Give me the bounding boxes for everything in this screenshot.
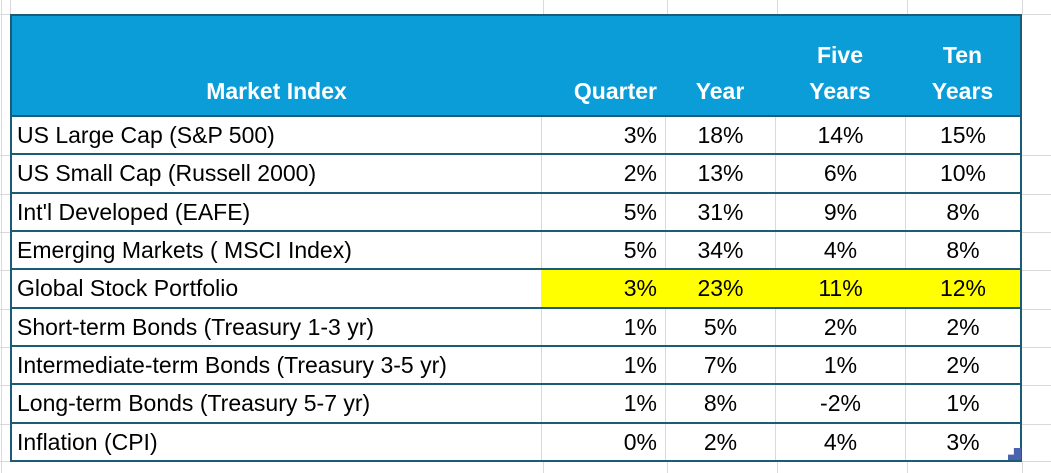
cell-five-years-value[interactable]: 11% bbox=[775, 270, 905, 307]
header-cell-five-years[interactable]: Five Years bbox=[809, 42, 871, 104]
header-cell-year[interactable]: Year bbox=[695, 78, 745, 104]
cell-ten-years-value[interactable]: 12% bbox=[905, 270, 1020, 307]
cell-year-value[interactable]: 34% bbox=[665, 231, 775, 269]
sheet-gridline bbox=[1022, 347, 1051, 348]
cell-quarter-value[interactable]: 2% bbox=[541, 155, 665, 192]
cell-five-years-value[interactable]: 4% bbox=[775, 423, 905, 460]
sheet-gridline bbox=[1022, 462, 1023, 473]
cell-year-value[interactable]: 2% bbox=[665, 423, 775, 460]
sheet-gridline bbox=[907, 0, 908, 14]
cell-index-label[interactable]: US Small Cap (Russell 2000) bbox=[17, 160, 317, 187]
sheet-gridline bbox=[0, 385, 10, 386]
sheet-gridline bbox=[1022, 461, 1051, 462]
sheet-gridline bbox=[1022, 309, 1051, 310]
sheet-gridline bbox=[543, 462, 544, 473]
sheet-gridline bbox=[667, 0, 668, 14]
sheet-gridline bbox=[1022, 14, 1051, 15]
cell-quarter-value[interactable]: 0% bbox=[541, 423, 665, 460]
header-cell-market-index[interactable]: Market Index bbox=[206, 78, 347, 104]
sheet-gridline bbox=[0, 155, 10, 156]
cell-ten-years-value[interactable]: 2% bbox=[905, 308, 1020, 345]
sheet-gridline bbox=[1022, 424, 1051, 425]
cell-five-years-value[interactable]: 9% bbox=[775, 193, 905, 230]
sheet-gridline bbox=[1022, 270, 1051, 271]
table-row: Short-term Bonds (Treasury 1-3 yr) 1% 5%… bbox=[12, 308, 1020, 347]
sheet-gridline bbox=[0, 309, 10, 310]
sheet-gridline bbox=[0, 270, 10, 271]
sheet-gridline bbox=[10, 0, 11, 14]
sheet-gridline bbox=[0, 347, 10, 348]
table-row-highlighted: Global Stock Portfolio 3% 23% 11% 12% bbox=[12, 270, 1020, 309]
cell-five-years-value[interactable]: 6% bbox=[775, 155, 905, 192]
cell-index-label[interactable]: Long-term Bonds (Treasury 5-7 yr) bbox=[17, 390, 371, 417]
cell-ten-years-value[interactable]: 15% bbox=[905, 117, 1020, 154]
cell-index-label[interactable]: Emerging Markets ( MSCI Index) bbox=[17, 237, 352, 264]
cell-ten-years-value[interactable]: 10% bbox=[905, 155, 1020, 192]
cell-five-years-value[interactable]: 2% bbox=[775, 308, 905, 345]
table-header-row: Market Index Quarter Year Five Years Ten… bbox=[12, 16, 1020, 117]
sheet-gridline bbox=[777, 462, 778, 473]
cell-year-value[interactable]: 23% bbox=[665, 270, 775, 307]
cell-five-years-value[interactable]: 14% bbox=[775, 117, 905, 154]
cell-quarter-value[interactable]: 1% bbox=[541, 385, 665, 422]
cell-quarter-value[interactable]: 5% bbox=[541, 231, 665, 269]
table-row: Intermediate-term Bonds (Treasury 3-5 yr… bbox=[12, 346, 1020, 386]
table-row: US Large Cap (S&P 500) 3% 18% 14% 15% bbox=[12, 117, 1020, 156]
table-row: Inflation (CPI) 0% 2% 4% 3% bbox=[12, 423, 1020, 460]
sheet-gridline bbox=[0, 194, 10, 195]
cell-year-value[interactable]: 7% bbox=[665, 346, 775, 384]
cell-year-value[interactable]: 8% bbox=[665, 385, 775, 422]
table-row: Long-term Bonds (Treasury 5-7 yr) 1% 8% … bbox=[12, 385, 1020, 424]
cell-quarter-value[interactable]: 3% bbox=[541, 270, 665, 307]
cell-index-label[interactable]: Intermediate-term Bonds (Treasury 3-5 yr… bbox=[17, 352, 447, 379]
market-index-returns-table: Market Index Quarter Year Five Years Ten… bbox=[10, 14, 1022, 462]
sheet-gridline bbox=[1022, 385, 1051, 386]
sheet-gridline bbox=[543, 0, 544, 14]
sheet-gridline bbox=[1022, 0, 1023, 14]
cell-index-label[interactable]: Short-term Bonds (Treasury 1-3 yr) bbox=[17, 313, 375, 340]
cell-five-years-value[interactable]: 4% bbox=[775, 231, 905, 269]
cell-year-value[interactable]: 5% bbox=[665, 308, 775, 345]
header-cell-ten-years[interactable]: Ten Years bbox=[931, 42, 994, 104]
cell-year-value[interactable]: 18% bbox=[665, 117, 775, 154]
cell-ten-years-value[interactable]: 2% bbox=[905, 346, 1020, 384]
header-cell-quarter[interactable]: Quarter bbox=[573, 78, 657, 104]
cell-ten-years-value[interactable]: 3% bbox=[905, 423, 1020, 460]
cell-ten-years-value[interactable]: 1% bbox=[905, 385, 1020, 422]
sheet-gridline bbox=[1022, 155, 1051, 156]
cell-year-value[interactable]: 31% bbox=[665, 193, 775, 230]
cell-five-years-value[interactable]: -2% bbox=[775, 385, 905, 422]
cell-index-label[interactable]: US Large Cap (S&P 500) bbox=[17, 122, 275, 149]
cell-index-label[interactable]: Inflation (CPI) bbox=[17, 428, 158, 455]
table-row: US Small Cap (Russell 2000) 2% 13% 6% 10… bbox=[12, 155, 1020, 194]
table-row: Emerging Markets ( MSCI Index) 5% 34% 4%… bbox=[12, 231, 1020, 271]
sheet-gridline bbox=[1022, 232, 1051, 233]
sheet-gridline bbox=[0, 424, 10, 425]
cell-year-value[interactable]: 13% bbox=[665, 155, 775, 192]
cell-index-label[interactable]: Int'l Developed (EAFE) bbox=[17, 198, 251, 225]
sheet-gridline bbox=[0, 461, 10, 462]
cell-ten-years-value[interactable]: 8% bbox=[905, 193, 1020, 230]
sheet-gridline bbox=[0, 14, 10, 15]
cell-quarter-value[interactable]: 1% bbox=[541, 308, 665, 345]
cell-ten-years-value[interactable]: 8% bbox=[905, 231, 1020, 269]
cell-quarter-value[interactable]: 3% bbox=[541, 117, 665, 154]
cell-quarter-value[interactable]: 5% bbox=[541, 193, 665, 230]
cell-quarter-value[interactable]: 1% bbox=[541, 346, 665, 384]
sheet-gridline bbox=[1022, 194, 1051, 195]
sheet-gridline bbox=[907, 462, 908, 473]
sheet-gridline bbox=[777, 0, 778, 14]
sheet-gridline bbox=[1, 0, 2, 473]
table-row: Int'l Developed (EAFE) 5% 31% 9% 8% bbox=[12, 193, 1020, 232]
sheet-gridline bbox=[667, 462, 668, 473]
cell-five-years-value[interactable]: 1% bbox=[775, 346, 905, 384]
cell-index-label[interactable]: Global Stock Portfolio bbox=[12, 270, 541, 307]
sheet-gridline bbox=[0, 232, 10, 233]
